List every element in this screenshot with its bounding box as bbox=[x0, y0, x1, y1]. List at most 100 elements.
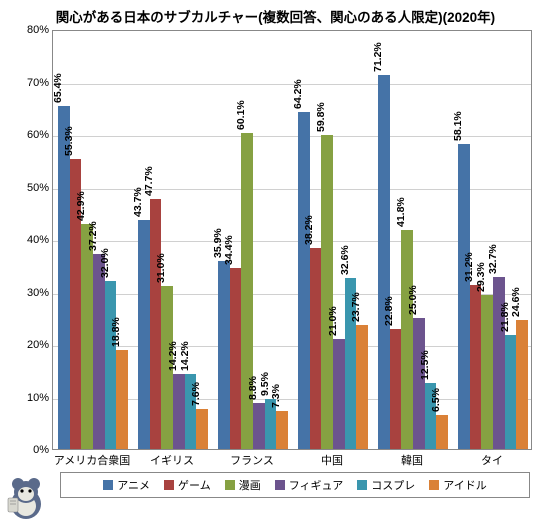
mascot-icon bbox=[4, 468, 48, 522]
bar-value-label: 24.6% bbox=[510, 287, 522, 317]
legend-swatch bbox=[164, 480, 174, 490]
bar-group: 65.4%55.3%42.9%37.2%32.0%18.8% bbox=[53, 31, 133, 449]
legend-item: アイドル bbox=[429, 477, 486, 493]
bar-value-label: 18.8% bbox=[110, 318, 122, 348]
bar: 38.2% bbox=[310, 248, 322, 449]
ytick-label: 70% bbox=[4, 77, 49, 89]
xtick-label: フランス bbox=[230, 452, 274, 468]
bar-value-label: 21.0% bbox=[327, 306, 339, 336]
xtick-label: アメリカ合衆国 bbox=[54, 452, 130, 468]
bar: 58.1% bbox=[458, 144, 470, 449]
legend-item: コスプレ bbox=[357, 477, 415, 493]
bar: 35.9% bbox=[218, 261, 230, 449]
bar-value-label: 31.0% bbox=[155, 253, 167, 283]
ytick-label: 80% bbox=[4, 24, 49, 36]
legend-label: 漫画 bbox=[239, 477, 261, 493]
bar-value-label: 35.9% bbox=[212, 228, 224, 258]
bar-value-label: 55.3% bbox=[63, 126, 75, 156]
bar: 24.6% bbox=[516, 320, 528, 449]
bar-value-label: 14.2% bbox=[179, 342, 191, 372]
bar: 31.2% bbox=[470, 285, 482, 449]
legend-label: フィギュア bbox=[289, 477, 344, 493]
bar-value-label: 29.3% bbox=[475, 262, 487, 292]
bar: 65.4% bbox=[58, 106, 70, 449]
bar: 23.7% bbox=[356, 325, 368, 449]
ytick-label: 20% bbox=[4, 339, 49, 351]
bar: 7.6% bbox=[196, 409, 208, 449]
bar-value-label: 31.2% bbox=[463, 252, 475, 282]
bar-value-label: 32.0% bbox=[99, 248, 111, 278]
xtick-label: タイ bbox=[481, 452, 503, 468]
bar-value-label: 14.2% bbox=[167, 342, 179, 372]
bar: 6.5% bbox=[436, 415, 448, 449]
bar: 59.8% bbox=[321, 135, 333, 449]
bar-value-label: 6.5% bbox=[430, 388, 442, 412]
bar-value-label: 37.2% bbox=[87, 221, 99, 251]
bar-value-label: 32.6% bbox=[339, 245, 351, 275]
bar-value-label: 38.2% bbox=[303, 216, 315, 246]
legend-swatch bbox=[275, 480, 285, 490]
bar: 32.0% bbox=[105, 281, 117, 449]
legend-label: コスプレ bbox=[371, 477, 415, 493]
ytick-label: 10% bbox=[4, 392, 49, 404]
bar-group: 64.2%38.2%59.8%21.0%32.6%23.7% bbox=[293, 31, 373, 449]
ytick-label: 50% bbox=[4, 182, 49, 194]
legend-swatch bbox=[357, 480, 367, 490]
bar-value-label: 32.7% bbox=[487, 245, 499, 275]
bar: 8.8% bbox=[253, 403, 265, 449]
xtick-label: 中国 bbox=[321, 452, 343, 468]
bar-value-label: 65.4% bbox=[52, 73, 64, 103]
bar: 42.9% bbox=[81, 224, 93, 449]
bar: 43.7% bbox=[138, 220, 150, 449]
bar: 29.3% bbox=[481, 295, 493, 449]
bar: 34.4% bbox=[230, 268, 242, 449]
legend-label: アイドル bbox=[443, 477, 486, 493]
bar: 71.2% bbox=[378, 75, 390, 449]
bar-value-label: 21.8% bbox=[499, 302, 511, 332]
legend-item: 漫画 bbox=[225, 477, 261, 493]
xtick-label: 韓国 bbox=[401, 452, 423, 468]
bar-value-label: 42.9% bbox=[75, 191, 87, 221]
bar-value-label: 23.7% bbox=[350, 292, 362, 322]
bar: 37.2% bbox=[93, 254, 105, 449]
bar: 21.8% bbox=[505, 335, 517, 449]
legend-item: ゲーム bbox=[164, 477, 211, 493]
bar-value-label: 58.1% bbox=[452, 111, 464, 141]
bar-value-label: 34.4% bbox=[223, 236, 235, 266]
legend-swatch bbox=[103, 480, 113, 490]
bar-value-label: 9.5% bbox=[259, 372, 271, 396]
legend-swatch bbox=[225, 480, 235, 490]
bar-group: 58.1%31.2%29.3%32.7%21.8%24.6% bbox=[453, 31, 533, 449]
legend-item: アニメ bbox=[103, 477, 150, 493]
bar-value-label: 12.5% bbox=[419, 351, 431, 381]
bar-value-label: 47.7% bbox=[143, 166, 155, 196]
ytick-label: 60% bbox=[4, 129, 49, 141]
bar-group: 35.9%34.4%60.1%8.8%9.5%7.3% bbox=[213, 31, 293, 449]
bar-value-label: 71.2% bbox=[372, 42, 384, 72]
bar-value-label: 60.1% bbox=[235, 101, 247, 131]
ytick-label: 0% bbox=[4, 444, 49, 456]
bar: 14.2% bbox=[173, 374, 185, 449]
bar-value-label: 41.8% bbox=[395, 197, 407, 227]
bar-group: 71.2%22.8%41.8%25.0%12.5%6.5% bbox=[373, 31, 453, 449]
bar-value-label: 7.6% bbox=[190, 382, 202, 406]
bar: 25.0% bbox=[413, 318, 425, 449]
legend: アニメ ゲーム 漫画 フィギュア コスプレ アイドル bbox=[60, 472, 530, 498]
bar: 21.0% bbox=[333, 339, 345, 449]
bar-value-label: 8.8% bbox=[247, 376, 259, 400]
chart-title: 関心がある日本のサブカルチャー(複数回答、関心のある人限定)(2020年) bbox=[0, 0, 551, 28]
bar: 64.2% bbox=[298, 112, 310, 449]
bar: 7.3% bbox=[276, 411, 288, 449]
legend-item: フィギュア bbox=[275, 477, 344, 493]
bar-value-label: 7.3% bbox=[270, 384, 282, 408]
bar: 22.8% bbox=[390, 329, 402, 449]
ytick-label: 30% bbox=[4, 287, 49, 299]
bar-value-label: 25.0% bbox=[407, 285, 419, 315]
bar: 41.8% bbox=[401, 230, 413, 449]
bar: 18.8% bbox=[116, 350, 128, 449]
chart-container: 関心がある日本のサブカルチャー(複数回答、関心のある人限定)(2020年) 65… bbox=[0, 0, 551, 532]
bar-value-label: 59.8% bbox=[315, 102, 327, 132]
bar-value-label: 22.8% bbox=[383, 297, 395, 327]
xtick-label: イギリス bbox=[150, 452, 194, 468]
legend-label: ゲーム bbox=[178, 477, 211, 493]
